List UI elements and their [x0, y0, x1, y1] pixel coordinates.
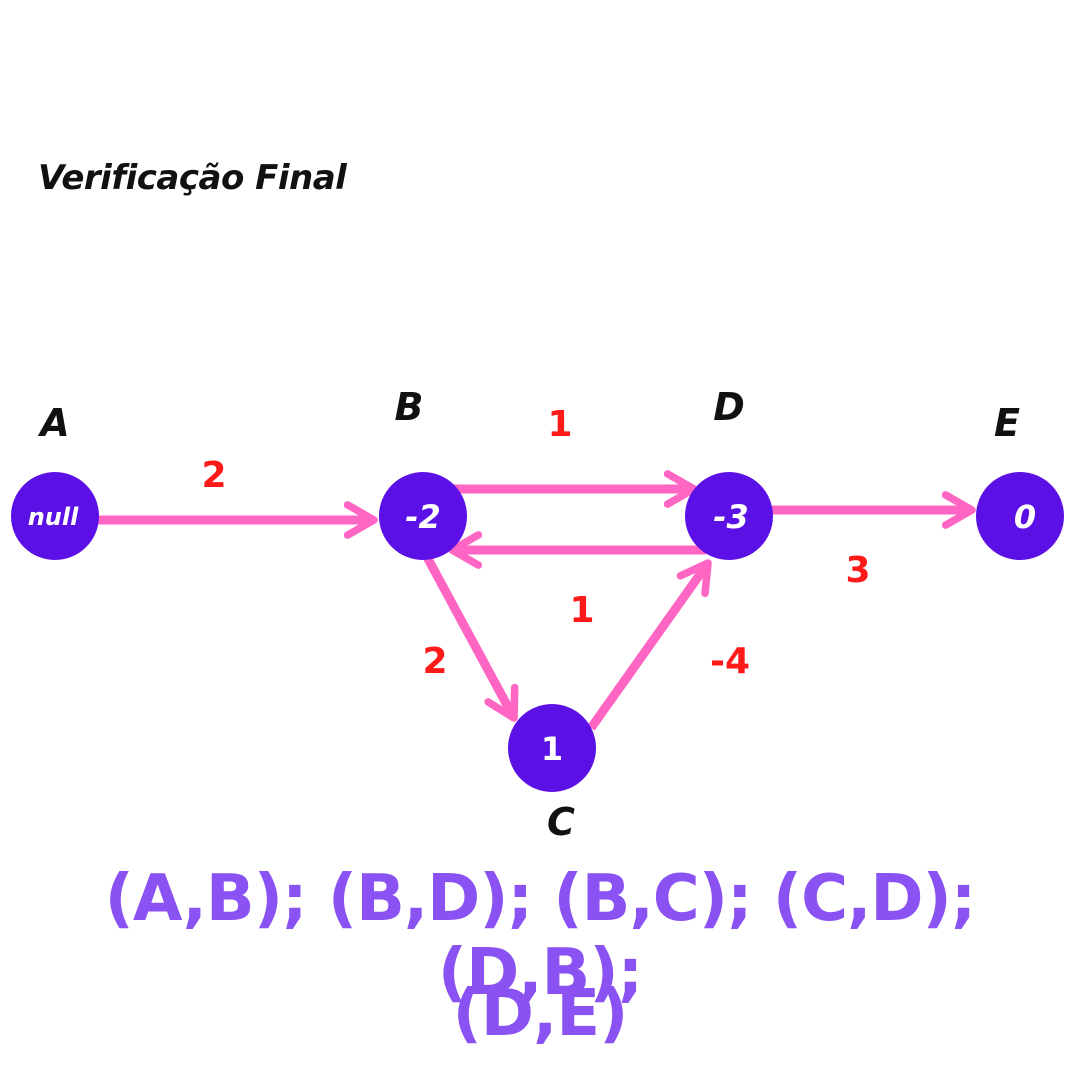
weight-b-c: 2: [422, 641, 447, 682]
edge-c-d: [587, 559, 712, 731]
node-value-b: -2: [405, 498, 441, 536]
node-e: 0: [976, 472, 1064, 560]
node-label-e: E: [994, 401, 1020, 445]
node-a: null: [11, 472, 99, 560]
edge-list-line-2: (D,E): [452, 977, 629, 1051]
node-label-a: A: [37, 401, 69, 445]
node-value-e: 0: [1014, 498, 1036, 536]
edge-b-c: [423, 554, 519, 722]
page-title: Verificação Final: [38, 158, 347, 198]
weight-c-d: -4: [710, 641, 750, 682]
weight-a-b: 2: [201, 455, 226, 496]
node-value-a: null: [28, 503, 79, 531]
node-value-c: 1: [541, 730, 563, 768]
weight-d-b: 1: [569, 590, 594, 631]
node-label-c: C: [547, 800, 575, 844]
node-value-d: -3: [713, 498, 749, 536]
weight-d-e: 3: [845, 550, 870, 591]
weight-b-d: 1: [547, 404, 572, 445]
node-c: 1: [508, 704, 596, 792]
node-b: -2: [379, 472, 467, 560]
node-label-d: D: [713, 385, 745, 429]
node-d: -3: [685, 472, 773, 560]
node-label-b: B: [395, 385, 424, 429]
edge-list-line-1: (A,B); (B,D); (B,C); (C,D); (D,B);: [104, 862, 977, 1010]
